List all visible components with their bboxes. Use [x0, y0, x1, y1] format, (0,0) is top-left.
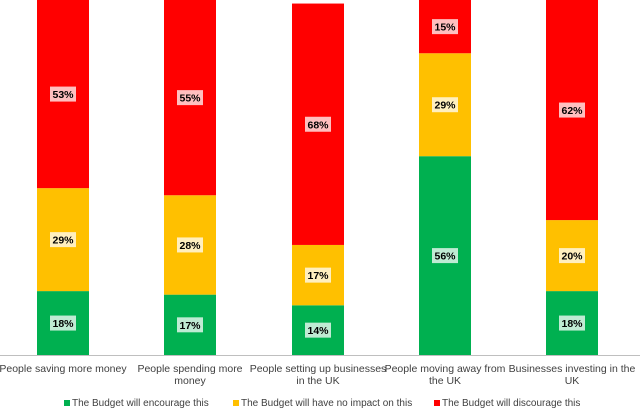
data-label-box-1-2 [177, 317, 203, 333]
data-label-3-4: 15% [434, 22, 456, 34]
legend-swatch-1 [64, 400, 70, 406]
legend-swatch-2 [233, 400, 239, 406]
data-label-box-1-5 [559, 315, 585, 331]
data-label-2-5: 20% [561, 251, 583, 263]
data-label-1-5: 18% [561, 318, 583, 330]
data-label-2-2: 28% [179, 240, 201, 252]
legend-label-2: The Budget will have no impact on this [241, 398, 412, 409]
data-label-2-4: 29% [434, 100, 456, 112]
data-label-box-2-4 [432, 97, 458, 113]
data-label-box-1-1 [50, 315, 76, 331]
category-label-3-line-1: People setting up businesses [250, 363, 387, 375]
data-label-box-3-3 [305, 116, 331, 132]
data-label-1-2: 17% [179, 320, 201, 332]
data-label-1-4: 56% [434, 251, 456, 263]
data-label-3-1: 53% [52, 89, 74, 101]
legend-label-1: The Budget will encourage this [72, 398, 209, 409]
category-labels: People saving more money People spending … [0, 363, 635, 387]
legend: The Budget will encourage this The Budget… [64, 398, 580, 409]
data-label-box-3-1 [50, 86, 76, 102]
data-label-1-3: 14% [307, 325, 329, 337]
category-label-2-line-1: People spending more [137, 363, 242, 375]
data-label-box-2-5 [559, 248, 585, 264]
data-label-2-3: 17% [307, 270, 329, 282]
category-label-3-line-2: in the UK [296, 375, 339, 387]
bars-layer: 18% 29% 53% 17% 28% 55% 14% 17% 68% 56% 29% 15% 18% 2… [37, 0, 598, 355]
legend-label-3: The Budget will discourage this [442, 398, 580, 409]
data-label-box-1-3 [305, 322, 331, 338]
category-label-5-line-2: UK [565, 375, 580, 387]
data-label-2-1: 29% [52, 235, 74, 247]
data-label-3-5: 62% [561, 105, 583, 117]
data-label-box-3-4 [432, 19, 458, 35]
legend-swatch-3 [434, 400, 440, 406]
data-label-3-2: 55% [179, 93, 201, 105]
category-label-4-line-1: People moving away from [385, 363, 506, 375]
category-label-5-line-1: Businesses investing in the [509, 363, 636, 375]
data-label-box-3-2 [177, 90, 203, 106]
data-label-3-3: 68% [307, 119, 329, 131]
data-label-box-2-2 [177, 237, 203, 253]
category-label-2-line-2: money [174, 375, 206, 387]
category-label-4-line-2: the UK [429, 375, 461, 387]
data-label-1-1: 18% [52, 318, 74, 330]
data-label-box-2-1 [50, 232, 76, 248]
data-label-box-3-5 [559, 102, 585, 118]
category-label-1-line-1: People saving more money [0, 363, 127, 375]
data-label-box-1-4 [432, 248, 458, 264]
data-label-box-2-3 [305, 267, 331, 283]
